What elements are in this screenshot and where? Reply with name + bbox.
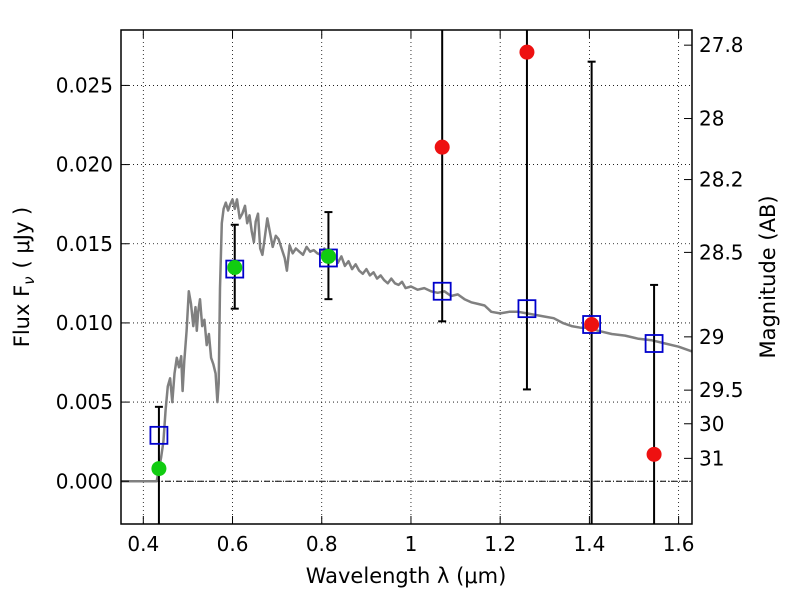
x-tick-label: 0.6 — [217, 532, 249, 556]
y-tick-label: 0.025 — [56, 73, 113, 97]
non-detection-point — [519, 44, 535, 60]
detection-point — [227, 260, 243, 275]
detection-point — [151, 461, 167, 477]
y-axis-label: Flux Fν ( μJy ) — [10, 207, 38, 348]
x-tick-label: 1.6 — [663, 532, 695, 556]
y-axis: 0.000 0.005 0.010 0.015 0.020 0.025 — [56, 73, 129, 493]
model-sed-layer — [121, 198, 693, 483]
x-axis: 0.4 0.6 0.8 1 1.2 1.4 1.6 — [127, 30, 695, 556]
y-axis-label-subscript: ν — [20, 276, 38, 284]
x-tick-label: 1 — [405, 532, 418, 556]
magnitude-tick-label: 28 — [699, 107, 724, 131]
magnitude-tick-label: 28.5 — [699, 240, 744, 264]
non-detection-point — [646, 446, 662, 462]
y-tick-label: 0.005 — [56, 390, 113, 414]
non-detection-point — [434, 139, 450, 155]
y-tick-label: 0.015 — [56, 232, 113, 256]
x-axis-label: Wavelength λ (μm) — [306, 564, 507, 588]
y-axis-label-main: Flux F — [10, 285, 34, 347]
error-bars — [154, 30, 659, 524]
x-tick-label: 0.4 — [127, 532, 159, 556]
non-detection-point — [584, 317, 600, 332]
plot-frame — [120, 29, 693, 525]
magnitude-tick-label: 29 — [699, 325, 724, 349]
x-tick-label: 1.4 — [573, 532, 605, 556]
magnitude-axis: 27.8 28 28.2 28.5 29 29.5 30 31 — [684, 33, 744, 470]
x-tick-label: 0.8 — [306, 532, 338, 556]
x-tick-label: 1.2 — [484, 532, 516, 556]
detection-point — [320, 248, 336, 264]
magnitude-tick-label: 29.5 — [699, 378, 744, 402]
y-tick-label: 0.010 — [56, 311, 113, 335]
model-photometry-layer — [149, 248, 664, 445]
model-sed-line — [121, 198, 693, 483]
model-photometry-point — [149, 425, 169, 445]
y-tick-label: 0.020 — [56, 153, 113, 177]
model-photometry-point — [644, 334, 664, 353]
magnitude-tick-label: 31 — [699, 446, 724, 470]
magnitude-tick-label: 30 — [699, 412, 724, 436]
model-photometry-point — [432, 281, 452, 301]
observed-photometry-layer — [151, 44, 662, 477]
model-photometry-point — [582, 315, 602, 334]
model-photometry-point — [517, 299, 537, 319]
magnitude-tick-label: 28.2 — [699, 168, 744, 192]
y-tick-label: 0.000 — [56, 469, 113, 493]
magnitude-axis-label: Magnitude (AB) — [756, 195, 780, 358]
y-axis-label-unit: ( μJy ) — [10, 207, 34, 269]
magnitude-tick-label: 27.8 — [699, 33, 744, 57]
